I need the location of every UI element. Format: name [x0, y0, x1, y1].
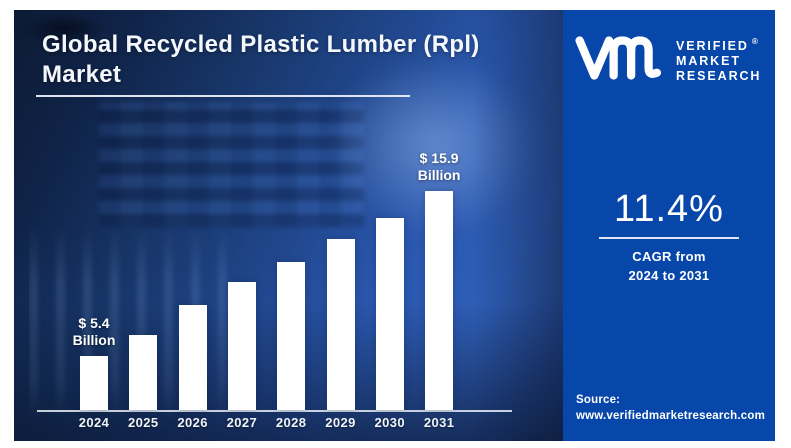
logo-wordmark: VERIFIED ® MARKET RESEARCH: [676, 32, 761, 83]
title-underline: [36, 95, 410, 97]
bar-2027: [227, 282, 256, 410]
chart-section: Global Recycled Plastic Lumber (Rpl) Mar…: [14, 10, 563, 441]
page-title-line-1: Global Recycled Plastic Lumber (Rpl): [42, 31, 480, 58]
vmr-logo: VERIFIED ® MARKET RESEARCH: [575, 32, 761, 84]
x-tick-2024: 2024: [78, 415, 110, 430]
logo-line-market: MARKET: [676, 53, 741, 68]
source-block: Source: www.verifiedmarketresearch.com: [576, 392, 765, 425]
bar-2024: [80, 356, 108, 410]
value-label-2024: $ 5.4 Billion: [72, 315, 116, 349]
page-title-line-2: Market: [42, 61, 122, 89]
source-url: www.verifiedmarketresearch.com: [576, 410, 766, 423]
x-tick-2028: 2028: [275, 415, 307, 430]
cagr-caption-line-1: CAGR from: [632, 248, 706, 264]
page-title: Global Recycled Plastic Lumber (Rpl) Mar…: [42, 30, 547, 91]
bar-2031: [425, 191, 454, 410]
cagr-caption-line-2: 2024 to 2031: [628, 268, 710, 283]
registered-mark-icon: ®: [751, 37, 758, 46]
bar-2028: [277, 262, 306, 410]
bar-2026: [178, 305, 207, 410]
x-tick-2025: 2025: [128, 415, 159, 430]
logo-line-research: RESEARCH: [676, 68, 762, 83]
value-label-2031: $ 15.9 Billion: [417, 150, 461, 184]
cagr-value: 11.4%: [614, 188, 724, 230]
x-axis-line: [37, 410, 512, 412]
brand-panel: VERIFIED ® MARKET RESEARCH 11.4% CAGR fro…: [563, 10, 775, 441]
infographic-canvas: Global Recycled Plastic Lumber (Rpl) Mar…: [14, 10, 775, 441]
logo-line-verified: VERIFIED: [676, 39, 749, 53]
x-tick-2029: 2029: [325, 415, 356, 430]
x-tick-2027: 2027: [226, 415, 258, 430]
bar-2029: [326, 239, 355, 410]
vmr-monogram-icon: [575, 36, 662, 80]
x-tick-2030: 2030: [374, 415, 406, 430]
bar-2025: [129, 335, 158, 410]
cagr-caption: CAGR from 2024 to 2031: [563, 247, 775, 286]
x-tick-2026: 2026: [177, 415, 208, 430]
cagr-block: 11.4% CAGR from 2024 to 2031: [563, 190, 775, 286]
source-label: Source:: [576, 393, 621, 406]
bar-2030: [375, 218, 404, 410]
bar-chart: 2024 $ 5.4 Billion 2025 2026 2027 2028 2029 2030…: [14, 10, 563, 441]
cagr-underline: [599, 237, 739, 239]
x-tick-2031: 2031: [423, 415, 455, 430]
